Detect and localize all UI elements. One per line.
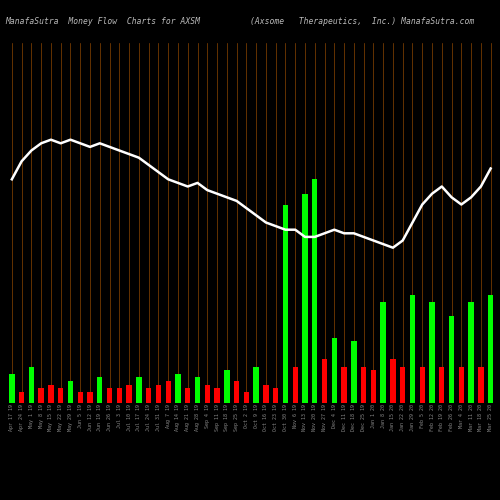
Bar xyxy=(342,366,347,402)
Bar xyxy=(224,370,230,402)
Bar xyxy=(48,384,54,402)
Bar xyxy=(28,366,34,402)
Bar xyxy=(332,338,337,402)
Bar xyxy=(176,374,180,402)
Bar xyxy=(126,384,132,402)
Bar xyxy=(322,360,327,403)
Bar xyxy=(468,302,474,402)
Bar xyxy=(400,366,406,402)
Bar xyxy=(234,381,239,402)
Bar xyxy=(361,366,366,402)
Bar xyxy=(449,316,454,402)
Bar xyxy=(283,204,288,402)
Bar xyxy=(38,388,44,402)
Bar xyxy=(292,366,298,402)
Bar xyxy=(185,388,190,402)
Bar xyxy=(370,370,376,402)
Bar xyxy=(204,384,210,402)
Bar xyxy=(58,388,64,402)
Bar xyxy=(68,381,73,402)
Bar xyxy=(351,342,356,402)
Bar xyxy=(263,384,268,402)
Bar xyxy=(439,366,444,402)
Bar xyxy=(430,302,434,402)
Bar xyxy=(195,378,200,402)
Bar xyxy=(166,381,171,402)
Text: ManafaSutra  Money Flow  Charts for AXSM: ManafaSutra Money Flow Charts for AXSM xyxy=(5,18,200,26)
Bar xyxy=(116,388,122,402)
Bar xyxy=(254,366,259,402)
Bar xyxy=(107,388,112,402)
Bar xyxy=(390,360,396,403)
Bar xyxy=(420,366,425,402)
Bar xyxy=(488,294,494,403)
Bar xyxy=(214,388,220,402)
Bar xyxy=(136,378,141,402)
Bar xyxy=(88,392,92,402)
Bar xyxy=(19,392,24,402)
Bar xyxy=(380,302,386,402)
Bar xyxy=(244,392,249,402)
Bar xyxy=(478,366,484,402)
Bar xyxy=(312,180,318,402)
Bar xyxy=(273,388,278,402)
Bar xyxy=(302,194,308,402)
Bar xyxy=(156,384,161,402)
Bar xyxy=(146,388,152,402)
Bar xyxy=(78,392,83,402)
Text: (Axsome   Therapeutics,  Inc.) ManafaSutra.com: (Axsome Therapeutics, Inc.) ManafaSutra.… xyxy=(250,18,474,26)
Bar xyxy=(410,294,415,403)
Bar xyxy=(9,374,15,402)
Bar xyxy=(458,366,464,402)
Bar xyxy=(97,378,102,402)
